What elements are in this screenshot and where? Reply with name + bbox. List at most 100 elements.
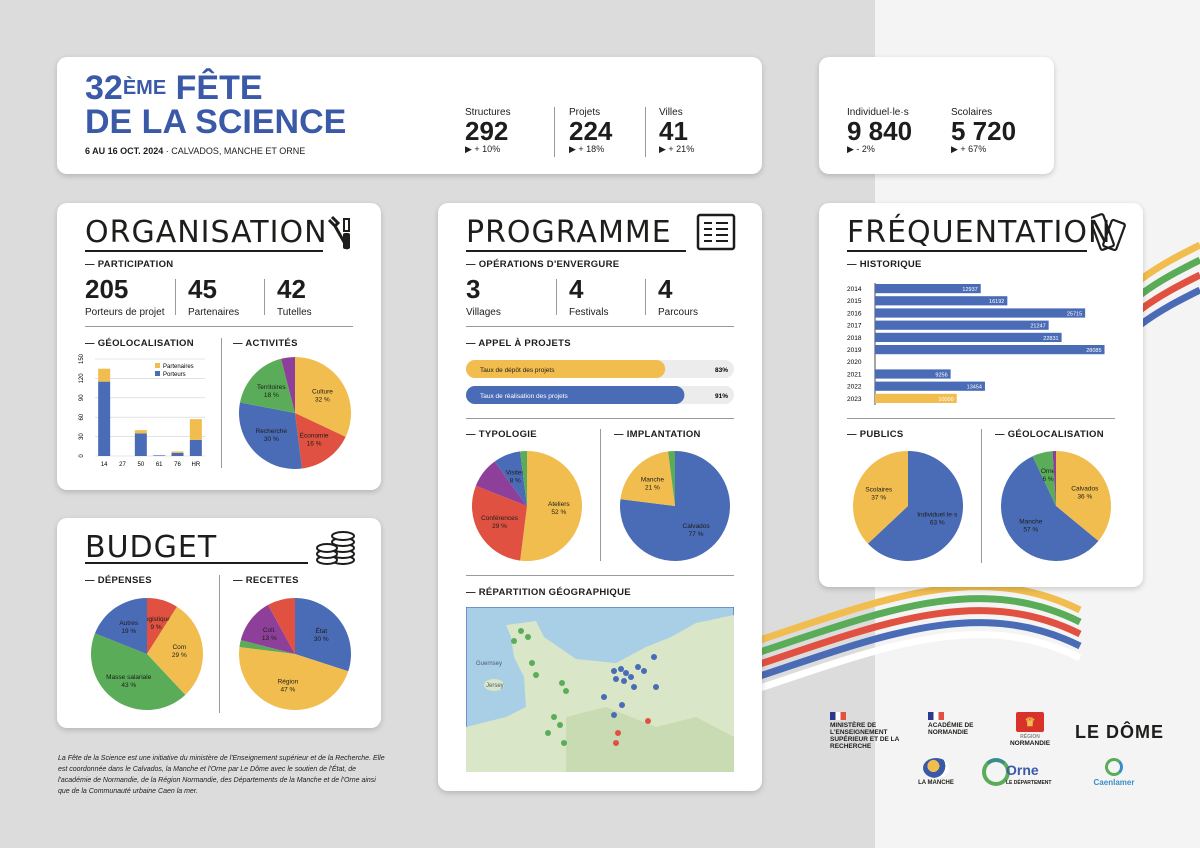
pie-slice <box>620 451 675 506</box>
operation-value: 4 <box>569 274 584 304</box>
pie-slice <box>239 640 295 654</box>
stat-value: 9 840 <box>847 116 913 146</box>
x-tick-label: 76 <box>174 462 181 468</box>
manche-wave-icon <box>923 758 949 778</box>
pie-slice <box>240 604 295 654</box>
bar-value: 21247 <box>1030 324 1045 330</box>
y-tick-label: 2014 <box>847 286 862 293</box>
x-tick-label: 61 <box>156 462 163 468</box>
slice-value: 30 % <box>314 636 329 643</box>
y-tick-label: 120 <box>79 373 85 384</box>
operation-label-text: Villages <box>466 307 501 318</box>
bar <box>875 320 1049 330</box>
legend-label: Partenaires <box>163 364 194 370</box>
divider <box>85 326 353 327</box>
bar-value: 25715 <box>1067 311 1082 317</box>
slice-label: Individuel·le·s <box>917 512 958 519</box>
stat-delta: ▶ + 67% <box>951 144 987 154</box>
page-title: 32ÈME FÊTE DE LA SCIENCE <box>85 71 346 139</box>
participation-value: 205 <box>85 274 129 304</box>
pie-slice <box>1052 451 1056 506</box>
operation-value: 4 <box>658 274 673 304</box>
operation-label-text: Festivals <box>569 307 609 318</box>
divider <box>466 575 734 576</box>
y-tick-label: 2016 <box>847 310 862 317</box>
participation-tutelles: 42 Tutelles <box>277 276 312 320</box>
frequentation-geo-label: — GÉOLOCALISATION <box>995 429 1104 440</box>
slice-label: Manche <box>1019 519 1043 526</box>
x-tick-label: HR <box>191 462 200 468</box>
y-tick-label: 2022 <box>847 384 862 391</box>
pie-slice <box>494 451 527 506</box>
operation-label-text: Parcours <box>658 307 699 318</box>
y-tick-label: 150 <box>79 353 85 364</box>
participation-label-text: Tutelles <box>277 307 312 318</box>
bar <box>875 308 1086 318</box>
operation-value: 3 <box>466 274 481 304</box>
slice-value: 47 % <box>281 687 296 694</box>
stat-delta: ▶ - 2% <box>847 144 875 154</box>
recettes-label: — RECETTES <box>233 575 299 586</box>
programme-card: PROGRAMME — OPÉRATIONS D'ENVERGURE 3 Vil… <box>438 203 762 791</box>
slice-label: Coll. <box>263 627 276 634</box>
bar-fill <box>466 360 666 378</box>
pie-slice <box>853 451 908 544</box>
historique-bar-chart: 2014 12937 2015 16192 2016 25715 2017 21247 2018… <box>847 283 1105 405</box>
pie-slice <box>295 357 351 437</box>
stat-delta: ▶ + 21% <box>659 144 695 154</box>
slice-value: 13 % <box>262 635 277 642</box>
pie-slice <box>668 451 675 506</box>
bar-segment <box>98 381 111 456</box>
title-number: 32 <box>85 69 123 107</box>
activites-label: — ACTIVITÉS <box>233 338 298 349</box>
slice-label: Orne <box>1041 468 1056 475</box>
appel-a-projets-chart: Taux de dépôt des projets 83% Taux de réal… <box>466 360 734 404</box>
pie-slice <box>1056 451 1111 542</box>
typologie-label: — TYPOLOGIE <box>466 429 537 440</box>
logo-caen: Caenlamer <box>1086 758 1142 787</box>
y-tick-label: 90 <box>79 394 85 401</box>
coins-icon <box>316 531 355 565</box>
bar-segment <box>153 455 166 456</box>
pie-slice <box>472 485 527 561</box>
stat-label: Individuel·le·s <box>847 107 909 118</box>
pie-slice <box>475 461 527 506</box>
bar <box>875 296 1008 306</box>
geolocalisation-label: — GÉOLOCALISATION <box>85 338 194 349</box>
bar-label: Taux de dépôt des projets <box>480 367 555 374</box>
stat-individuels: Individuel·le·s 9 840 ▶ - 2% <box>847 107 912 155</box>
title-underline <box>466 250 686 252</box>
pie-slice <box>94 598 147 654</box>
legend-swatch <box>155 363 160 368</box>
map-label: Jersey <box>486 683 504 689</box>
ticket-icon <box>1091 213 1126 252</box>
bar <box>875 284 981 294</box>
slice-label: Scolaires <box>865 486 892 493</box>
pie-slice <box>239 358 295 413</box>
divider <box>554 107 555 157</box>
operation-festivals: 4 Festivals <box>569 276 608 320</box>
divider <box>466 418 734 419</box>
flag-icon <box>830 712 846 720</box>
logo-orne-sub: LE DÉPARTEMENT <box>1006 780 1052 786</box>
divider <box>264 279 265 315</box>
participation-label-text: Partenaires <box>188 307 240 318</box>
repartition-label: — RÉPARTITION GÉOGRAPHIQUE <box>466 587 631 598</box>
footer-text: La Fête de la Science est une initiative… <box>58 755 385 795</box>
stat-value: 292 <box>465 116 509 146</box>
header-card: 32ÈME FÊTE DE LA SCIENCE 6 AU 16 OCT. 20… <box>57 57 762 174</box>
stat-projets: Projets 224 ▶ + 18% <box>569 107 612 155</box>
bar-segment <box>134 430 147 434</box>
slice-value: 36 % <box>1077 493 1092 500</box>
slice-value: 30 % <box>264 436 279 443</box>
bar <box>875 393 957 403</box>
divider <box>175 279 176 315</box>
y-tick-label: 2020 <box>847 359 862 366</box>
slice-label: Territoires <box>257 384 286 391</box>
slice-label: Conférences <box>481 515 519 522</box>
participation-value: 42 <box>277 274 306 304</box>
operation-villages: 3 Villages <box>466 276 501 320</box>
section-title: BUDGET <box>85 530 218 565</box>
stat-label: Projets <box>569 107 601 118</box>
